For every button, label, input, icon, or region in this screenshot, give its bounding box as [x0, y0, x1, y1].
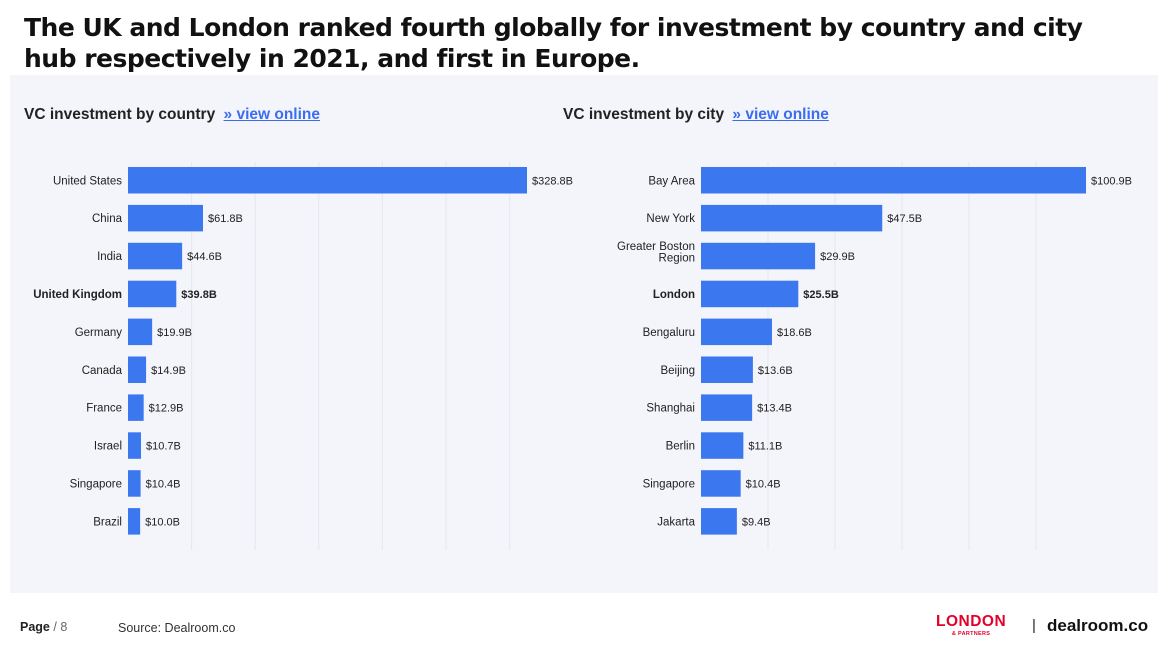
bar-brazil [128, 508, 141, 535]
category-label-france: France [86, 403, 122, 415]
value-label-india: $44.6B [187, 251, 222, 263]
value-label-beijing: $13.6B [758, 365, 793, 377]
bar-group-china: China $61.8B [92, 204, 243, 232]
value-label-jakarta: $9.4B [742, 516, 771, 528]
source-note: Source: Dealroom.co [118, 621, 236, 635]
bar-group-united-states: United States $328.8B [53, 167, 573, 194]
category-label-bay-area: Bay Area [648, 175, 695, 187]
bar-china [128, 204, 203, 232]
bar-group-greater-boston-region: Greater Boston Region $29.9B [617, 241, 855, 270]
city-view-online-link[interactable]: » view online [732, 106, 829, 123]
bar-group-india: India $44.6B [97, 242, 222, 270]
bar-france [128, 394, 144, 421]
bar-singapore [128, 470, 141, 497]
category-label-new-york: New York [646, 213, 695, 225]
category-label-india: India [97, 251, 123, 263]
bar-jakarta [701, 508, 737, 535]
category-label-united-states: United States [53, 175, 122, 187]
country-bar-chart: United States $328.8B China $61.8B India $44.… [33, 162, 573, 550]
category-label-singapore: Singapore [643, 478, 695, 490]
value-label-china: $61.8B [208, 213, 243, 225]
bar-group-shanghai: Shanghai $13.4B [646, 394, 792, 421]
bar-group-france: France $12.9B [86, 394, 184, 421]
bar-london [701, 280, 799, 308]
value-label-shanghai: $13.4B [757, 403, 792, 415]
city-chart-title: VC investment by city [563, 106, 725, 123]
page-number: / 8 [53, 620, 68, 634]
value-label-berlin: $11.1B [748, 441, 782, 453]
country-chart-title: VC investment by country [24, 106, 216, 123]
logo-main-text: LONDON [936, 613, 1007, 630]
value-label-france: $12.9B [149, 403, 184, 415]
value-label-london: $25.5B [803, 289, 839, 301]
value-label-israel: $10.7B [146, 441, 181, 453]
bar-group-singapore: Singapore $10.4B [643, 470, 781, 497]
bar-beijing [701, 356, 753, 383]
value-label-bengaluru: $18.6B [777, 327, 812, 339]
dealroom-logo: dealroom.co [1047, 616, 1149, 635]
country-view-online-link[interactable]: » view online [223, 106, 321, 123]
page-title: The UK and London ranked fourth globally… [24, 13, 1083, 73]
value-label-new-york: $47.5B [887, 213, 922, 225]
bar-group-beijing: Beijing $13.6B [660, 356, 793, 383]
bar-group-israel: Israel $10.7B [94, 432, 181, 459]
bar-new-york [701, 204, 883, 232]
logo-sub-text: & PARTNERS [951, 631, 991, 637]
category-label-shanghai: Shanghai [646, 403, 695, 415]
london-partners-logo: LONDON & PARTNERS [936, 614, 1006, 638]
bar-united-kingdom [128, 280, 177, 308]
bar-shanghai [701, 394, 753, 421]
bar-group-bay-area: Bay Area $100.9B [648, 167, 1132, 194]
bar-group-singapore: Singapore $10.4B [70, 470, 181, 497]
bar-group-london: London $25.5B [653, 280, 839, 308]
category-label-greater-boston-region: Greater Boston Region [617, 241, 695, 264]
value-label-singapore: $10.4B [746, 478, 781, 490]
category-label-beijing: Beijing [660, 365, 695, 377]
bar-group-united-kingdom: United Kingdom $39.8B [33, 280, 217, 308]
bar-canada [128, 356, 147, 383]
bar-united-states [128, 167, 527, 194]
bar-group-jakarta: Jakarta $9.4B [657, 508, 771, 535]
value-label-brazil: $10.0B [145, 516, 180, 528]
category-label-singapore: Singapore [70, 478, 122, 490]
bar-group-bengaluru: Bengaluru $18.6B [643, 318, 812, 346]
value-label-united-states: $328.8B [532, 175, 573, 187]
value-label-germany: $19.9B [157, 327, 192, 339]
city-chart-heading: VC investment by city » view online [563, 106, 829, 124]
bar-singapore [701, 470, 741, 497]
value-label-bay-area: $100.9B [1091, 175, 1132, 187]
page-label: Page [20, 620, 50, 634]
category-label-israel: Israel [94, 441, 122, 453]
bar-germany [128, 318, 153, 346]
category-label-bengaluru: Bengaluru [643, 327, 695, 339]
value-label-greater-boston-region: $29.9B [820, 251, 855, 263]
bar-group-berlin: Berlin $11.1B [666, 432, 782, 459]
bar-bengaluru [701, 318, 772, 346]
category-label-germany: Germany [75, 327, 123, 339]
footer-separator: | [1032, 617, 1036, 634]
value-label-united-kingdom: $39.8B [181, 289, 217, 301]
country-chart-heading: VC investment by country » view online [24, 106, 320, 124]
category-label-london: London [653, 289, 695, 301]
category-label-united-kingdom: United Kingdom [33, 289, 122, 301]
category-label-china: China [92, 213, 123, 225]
city-bar-chart: Bay Area $100.9B New York $47.5B Greater Bos… [617, 162, 1132, 550]
category-label-berlin: Berlin [666, 441, 695, 453]
value-label-canada: $14.9B [151, 365, 186, 377]
category-label-canada: Canada [82, 365, 123, 377]
bar-group-brazil: Brazil $10.0B [93, 508, 180, 535]
bar-israel [128, 432, 141, 459]
bar-group-germany: Germany $19.9B [75, 318, 192, 346]
category-label-brazil: Brazil [93, 516, 122, 528]
charts-panel [10, 75, 1158, 593]
page-indicator: Page / 8 [20, 620, 67, 634]
bar-group-new-york: New York $47.5B [646, 204, 922, 232]
bar-india [128, 242, 183, 270]
bar-greater-boston-region [701, 242, 816, 270]
bar-bay-area [701, 167, 1086, 194]
bar-group-canada: Canada $14.9B [82, 356, 186, 383]
bar-berlin [701, 432, 744, 459]
category-label-jakarta: Jakarta [657, 516, 695, 528]
value-label-singapore: $10.4B [146, 478, 181, 490]
